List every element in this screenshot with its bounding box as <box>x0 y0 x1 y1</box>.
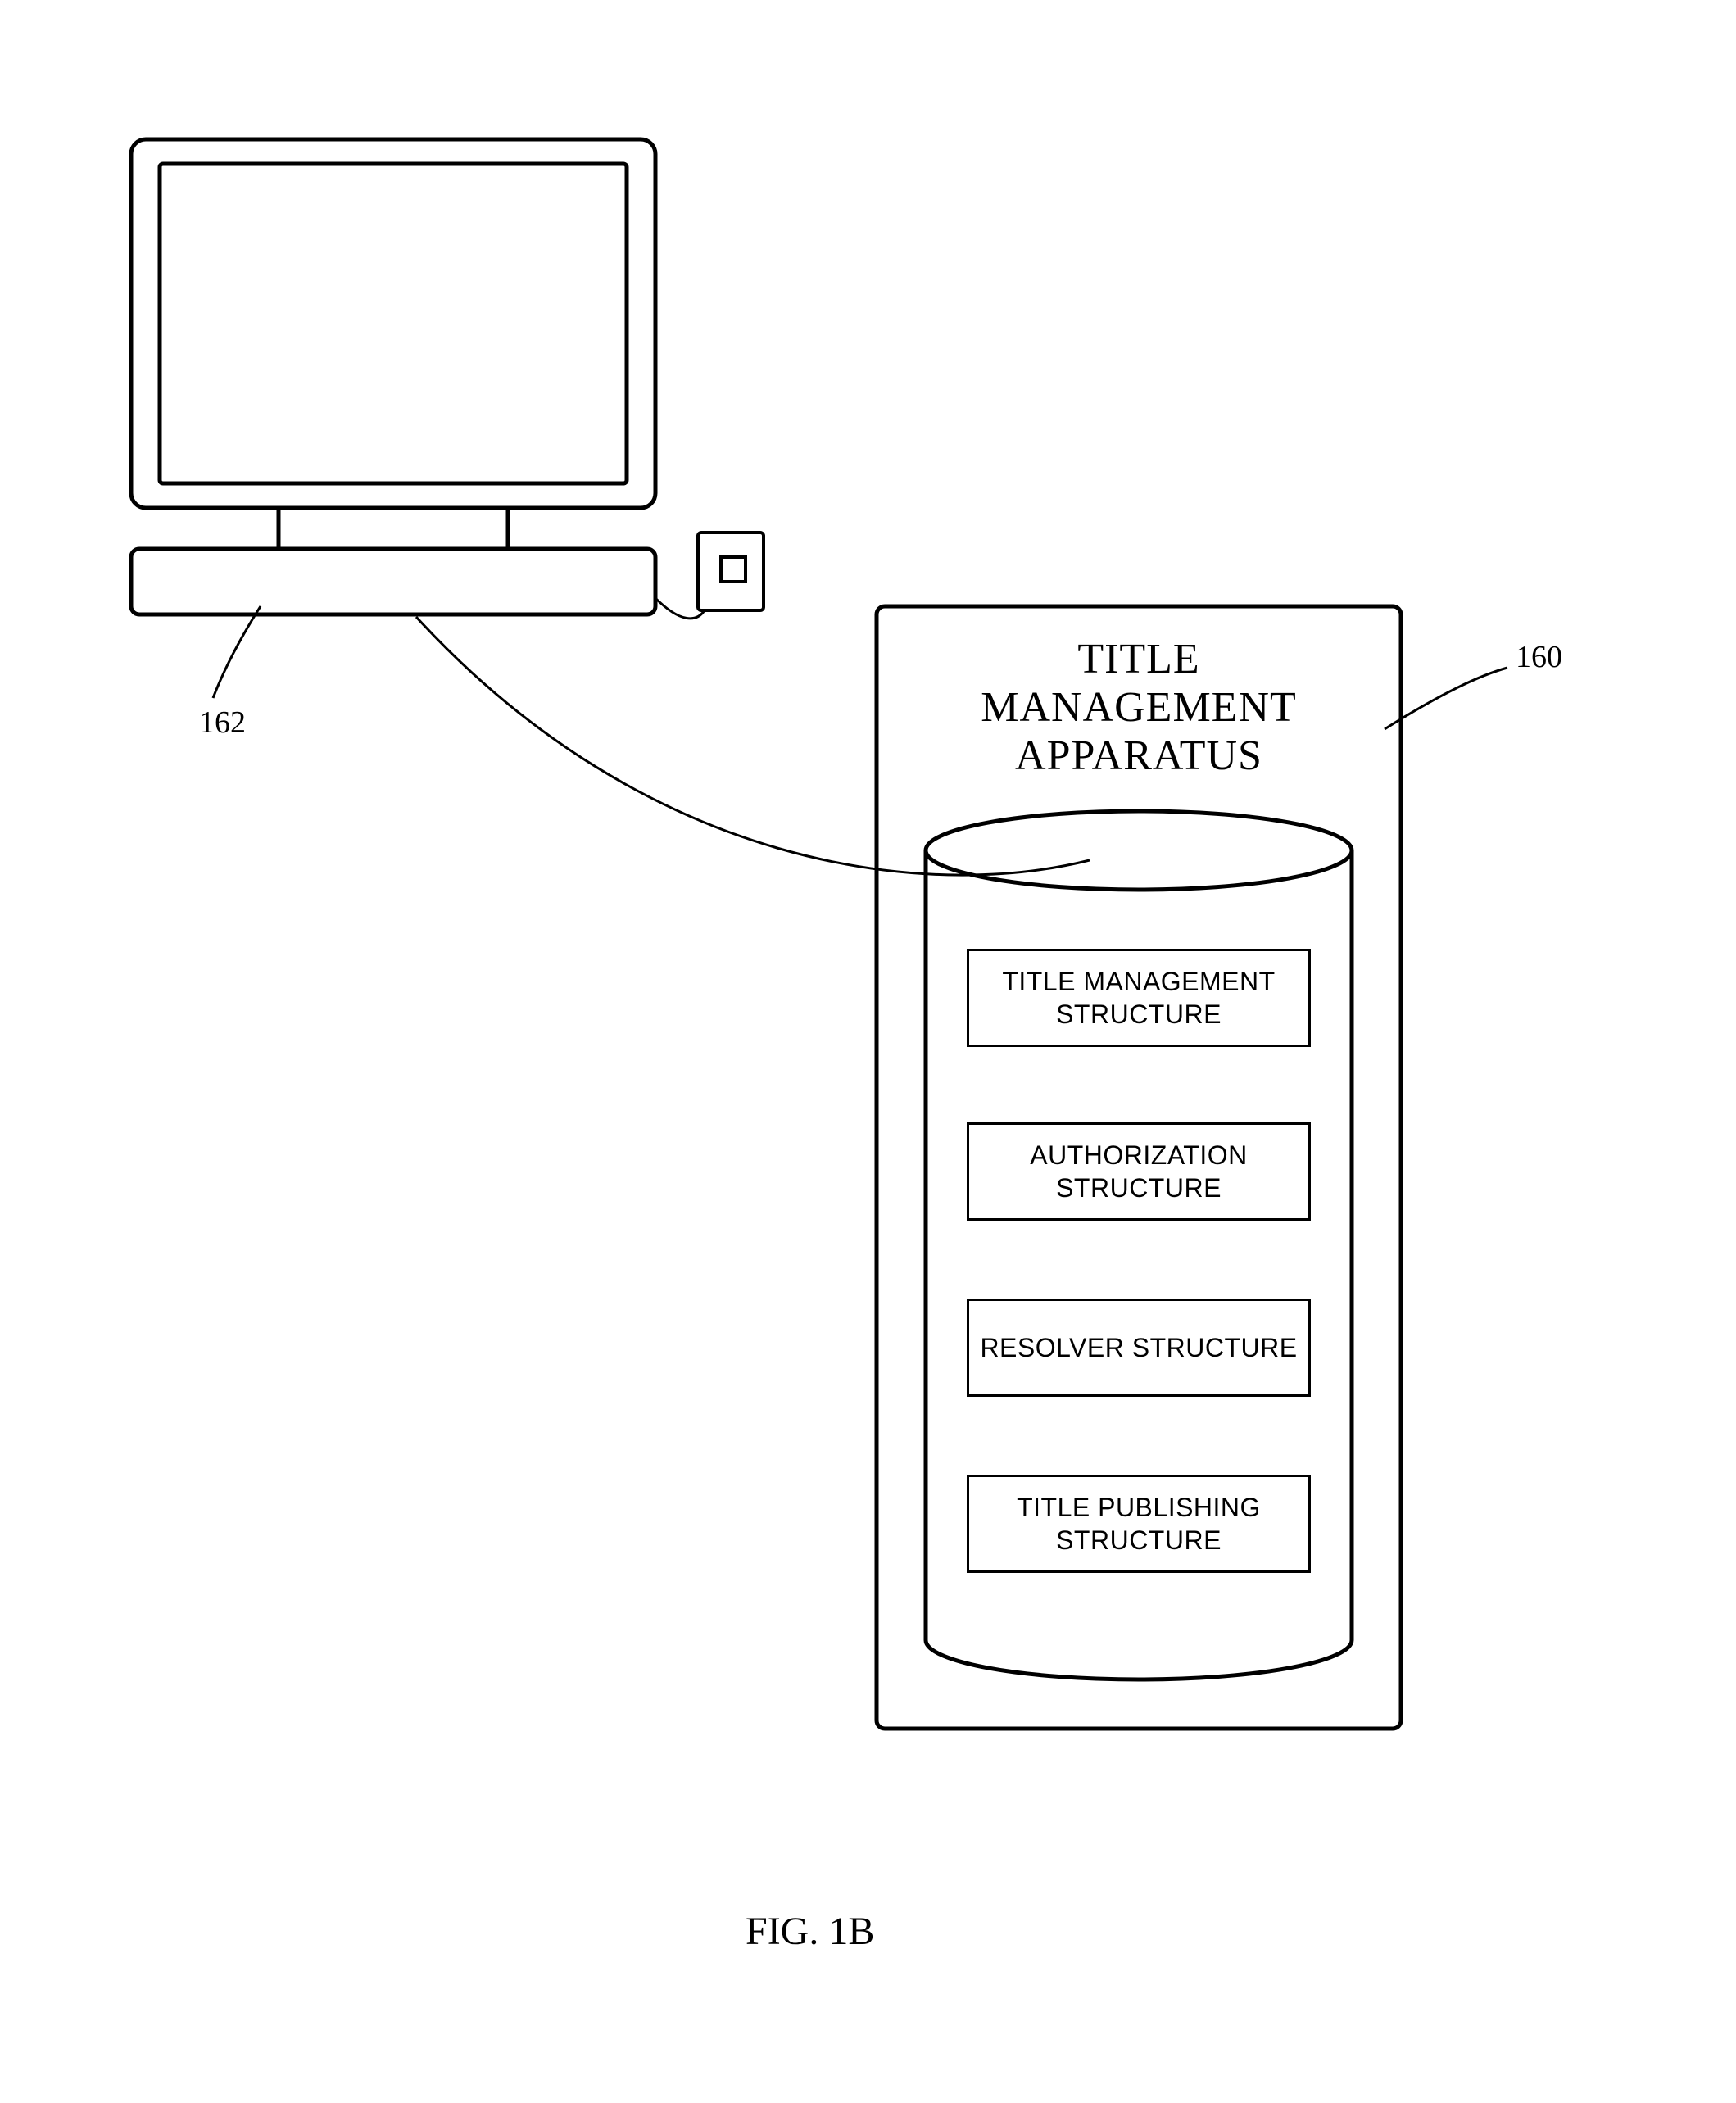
ref-label-162: 162 <box>199 705 246 741</box>
leader-162 <box>213 606 261 698</box>
apparatus-title-line: MANAGEMENT <box>877 683 1401 732</box>
structure-label: TITLE PUBLISHING STRUCTURE <box>969 1491 1308 1557</box>
ref-label-160: 160 <box>1516 639 1562 675</box>
structure-box: TITLE PUBLISHING STRUCTURE <box>967 1475 1311 1573</box>
apparatus-box <box>33 33 1736 2070</box>
figure-canvas: TITLE MANAGEMENT APPARATUS TITLE MANAGEM… <box>33 33 1736 2070</box>
apparatus-title-line: TITLE <box>877 635 1401 683</box>
figure-caption: FIG. 1B <box>746 1909 874 1954</box>
apparatus-title-line: APPARATUS <box>877 732 1401 780</box>
structure-label: RESOLVER STRUCTURE <box>980 1331 1297 1364</box>
structure-box: AUTHORIZATION STRUCTURE <box>967 1122 1311 1221</box>
structure-label: AUTHORIZATION STRUCTURE <box>969 1139 1308 1204</box>
structure-box: RESOLVER STRUCTURE <box>967 1299 1311 1397</box>
structure-label: TITLE MANAGEMENT STRUCTURE <box>969 965 1308 1031</box>
apparatus-title: TITLE MANAGEMENT APPARATUS <box>877 635 1401 780</box>
structure-box: TITLE MANAGEMENT STRUCTURE <box>967 949 1311 1047</box>
